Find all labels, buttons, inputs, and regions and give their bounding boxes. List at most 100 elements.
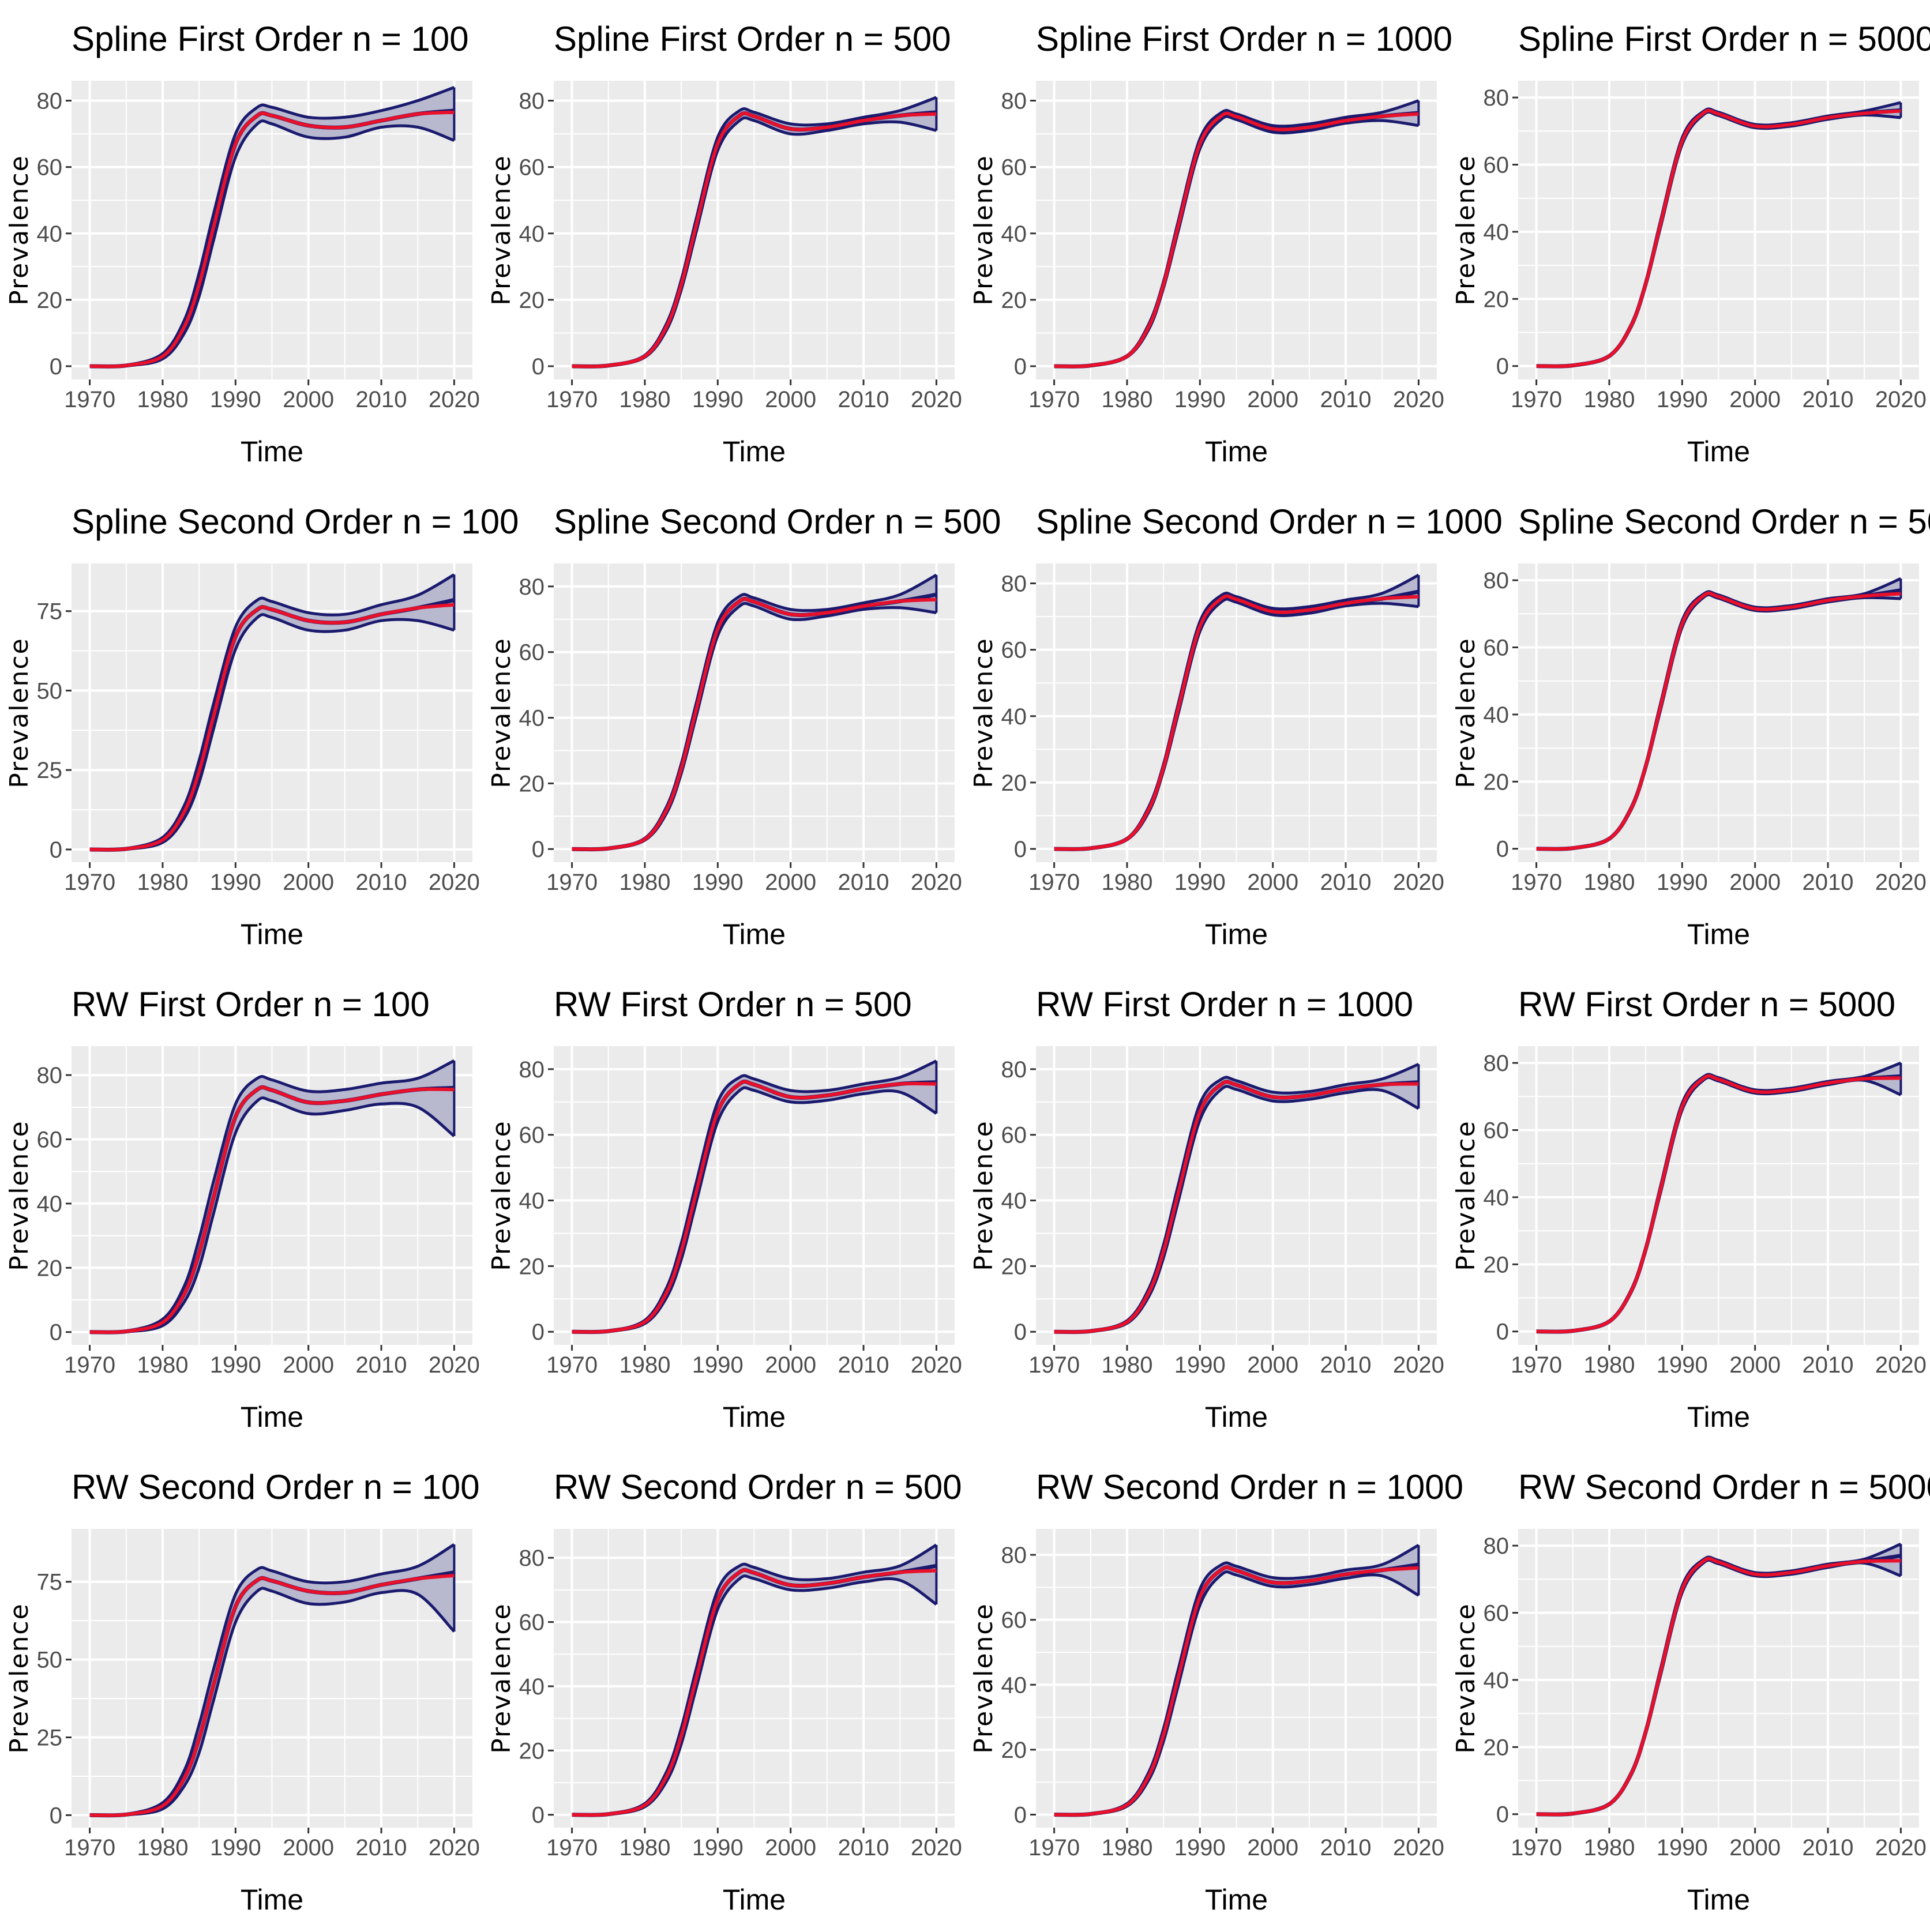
- y-tick-label: 80: [519, 89, 545, 114]
- y-tick-label: 40: [519, 1189, 545, 1214]
- y-tick-label: 60: [37, 155, 63, 181]
- x-tick-label: 2000: [1247, 870, 1298, 895]
- y-tick-label: 80: [1001, 1543, 1027, 1568]
- x-tick-label: 1980: [1583, 387, 1635, 412]
- chart-panel-spline-second-order-n-5000: Spline Second Order n = 5000 1970 1980 1990…: [1451, 502, 1930, 950]
- y-axis-title: Prevalence: [969, 1603, 998, 1753]
- y-tick-label: 60: [1484, 153, 1510, 178]
- x-tick-label: 1990: [692, 1352, 744, 1378]
- panel-title: RW First Order n = 100: [72, 985, 430, 1024]
- x-tick-label: 2020: [429, 387, 480, 412]
- y-tick-label: 75: [37, 599, 63, 625]
- x-tick-label: 1970: [1511, 1352, 1562, 1378]
- panel-title: Spline Second Order n = 1000: [1036, 502, 1503, 541]
- x-tick-label: 2010: [1803, 1835, 1854, 1860]
- x-tick-label: 1980: [1583, 1835, 1635, 1860]
- y-tick-label: 20: [1001, 770, 1027, 796]
- x-tick-label: 2000: [765, 1352, 816, 1378]
- y-tick-label: 40: [1484, 1668, 1510, 1693]
- y-tick-label: 80: [1001, 572, 1027, 597]
- median-line: [89, 110, 455, 369]
- y-tick-label: 20: [37, 1256, 63, 1281]
- y-tick-label: 25: [37, 758, 63, 783]
- x-tick-label: 1980: [1101, 1352, 1152, 1378]
- upper-bound-line: [89, 86, 455, 368]
- y-tick-label: 20: [37, 288, 63, 313]
- y-tick-label: 40: [1484, 702, 1510, 728]
- x-tick-label: 2010: [838, 870, 889, 895]
- x-tick-label: 1980: [1101, 387, 1152, 412]
- y-tick-label: 20: [1484, 287, 1510, 312]
- y-tick-label: 0: [50, 837, 62, 863]
- chart-panel-rw-second-order-n-100: RW Second Order n = 100 1970 1980 1990 2000 2…: [5, 1468, 480, 1916]
- x-tick-label: 1990: [1657, 1835, 1708, 1860]
- y-axis-title: Prevalence: [487, 1120, 516, 1271]
- y-tick-label: 20: [1484, 1735, 1510, 1760]
- x-tick-label: 1990: [1657, 1352, 1708, 1378]
- x-tick-label: 2010: [356, 870, 407, 895]
- x-tick-label: 2000: [1729, 1835, 1781, 1860]
- y-tick-label: 40: [37, 1191, 63, 1217]
- chart-panel-spline-first-order-n-1000: Spline First Order n = 1000 1970 1980 1990 2…: [969, 20, 1452, 468]
- median-line: [1054, 594, 1419, 851]
- y-tick-label: 0: [532, 1803, 545, 1828]
- y-tick-label: 0: [50, 1320, 62, 1345]
- x-tick-label: 1990: [1174, 870, 1226, 895]
- y-tick-label: 80: [1001, 1057, 1027, 1082]
- x-tick-label: 1990: [692, 1835, 744, 1860]
- chart-panel-spline-second-order-n-500: Spline Second Order n = 500 1970 1980 1990 2…: [487, 502, 1001, 950]
- median-line: [1536, 1074, 1901, 1334]
- y-tick-label: 50: [37, 1648, 63, 1673]
- x-tick-label: 2020: [1393, 1352, 1444, 1378]
- y-tick-label: 80: [519, 1057, 545, 1082]
- y-tick-label: 80: [1484, 568, 1510, 593]
- x-axis-title: Time: [1687, 1401, 1750, 1433]
- median-line: [1536, 591, 1901, 851]
- y-tick-label: 0: [1014, 354, 1027, 379]
- x-tick-label: 1990: [210, 1352, 261, 1378]
- y-tick-label: 80: [519, 1546, 545, 1571]
- y-tick-label: 0: [1496, 354, 1509, 379]
- x-tick-label: 1990: [1657, 387, 1708, 412]
- panel-title: Spline Second Order n = 5000: [1518, 502, 1930, 541]
- x-tick-label: 1990: [692, 387, 744, 412]
- x-tick-label: 2020: [1393, 387, 1444, 412]
- y-tick-label: 20: [1484, 1252, 1510, 1277]
- x-tick-label: 2010: [1320, 870, 1372, 895]
- x-axis-title: Time: [1205, 1401, 1268, 1433]
- x-tick-label: 2010: [356, 1835, 407, 1860]
- y-axis-title: Prevalence: [1451, 155, 1481, 305]
- chart-panel-rw-first-order-n-100: RW First Order n = 100 1970 1980 1990 2000 20…: [5, 985, 480, 1433]
- x-tick-label: 1970: [1511, 870, 1562, 895]
- median-line: [572, 597, 937, 851]
- x-tick-label: 1970: [64, 1835, 115, 1860]
- x-tick-label: 2020: [911, 1352, 962, 1378]
- y-axis-title: Prevalence: [969, 155, 998, 305]
- y-tick-label: 60: [519, 1123, 545, 1148]
- x-tick-label: 2010: [356, 387, 407, 412]
- y-tick-label: 0: [1014, 837, 1027, 862]
- x-tick-label: 1970: [1028, 1352, 1080, 1378]
- x-tick-label: 1970: [64, 387, 115, 412]
- y-axis-title: Prevalence: [1451, 1120, 1481, 1271]
- y-tick-label: 40: [1484, 1185, 1510, 1211]
- y-tick-label: 0: [1496, 1802, 1509, 1828]
- x-tick-label: 1980: [1101, 870, 1152, 895]
- median-line: [572, 1080, 937, 1334]
- x-tick-label: 2020: [911, 1835, 962, 1860]
- y-axis-title: Prevalence: [487, 1603, 516, 1753]
- lower-bound-line: [89, 119, 455, 368]
- panel-title: RW First Order n = 5000: [1518, 985, 1895, 1024]
- x-tick-label: 2020: [1875, 1835, 1927, 1860]
- y-tick-label: 40: [519, 221, 545, 247]
- x-tick-label: 2000: [1729, 870, 1781, 895]
- y-tick-label: 80: [1484, 85, 1510, 111]
- x-tick-label: 1980: [1101, 1835, 1152, 1860]
- x-tick-label: 1970: [1028, 1835, 1080, 1860]
- y-tick-label: 60: [1484, 636, 1510, 661]
- x-tick-label: 1980: [619, 387, 670, 412]
- chart-panel-rw-first-order-n-1000: RW First Order n = 1000 1970 1980 1990 2000 2…: [969, 985, 1444, 1433]
- x-tick-label: 2010: [1803, 387, 1854, 412]
- credible-band: [89, 1544, 455, 1816]
- lower-bound-line: [89, 1096, 455, 1334]
